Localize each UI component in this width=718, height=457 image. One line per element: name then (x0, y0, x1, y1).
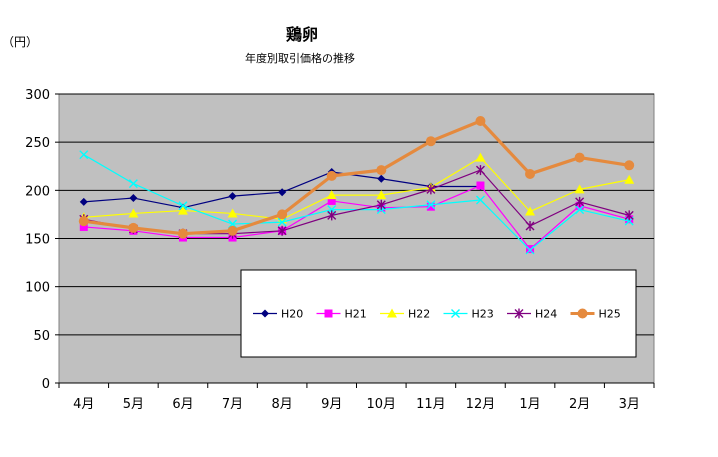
data-point-H20 (129, 194, 138, 203)
data-point-H22 (475, 152, 486, 162)
data-point-H25 (326, 170, 337, 181)
x-tick-label: 10月 (367, 397, 397, 412)
legend-label: H20 (281, 308, 303, 321)
x-axis-ticks: 4月 5月 6月 7月 8月 9月 10月 11月 12月 1月 2月 3月 (58, 382, 655, 412)
x-tick-label: 3月 (619, 397, 640, 412)
data-point-H23 (426, 200, 436, 210)
data-point-H24 (475, 165, 485, 176)
legend-marker-H23 (451, 309, 460, 318)
y-tick-label: 0 (42, 377, 50, 392)
data-point-H25 (525, 168, 536, 179)
data-point-H24 (277, 225, 287, 236)
data-point-H22 (624, 174, 635, 184)
legend-item-H21: H21 (316, 308, 367, 321)
chart-subtitle: 年度別取引価格の推移 (245, 51, 355, 65)
data-point-H23 (475, 195, 485, 205)
series-H22 (78, 152, 635, 224)
data-point-H25 (624, 160, 635, 171)
x-tick-label: 1月 (519, 397, 540, 412)
data-point-H21 (79, 222, 88, 231)
legend-label: H22 (408, 308, 430, 321)
data-point-H25 (376, 165, 387, 176)
data-point-H20 (278, 188, 287, 197)
data-point-H23 (575, 205, 585, 215)
y-tick-label: 300 (25, 88, 50, 103)
y-axis-ticks: 0 50 100 150 200 250 300 (25, 88, 59, 392)
y-tick-label: 50 (33, 329, 50, 344)
legend-box (240, 269, 637, 358)
data-point-H22 (128, 208, 139, 218)
legend-item-H25: H25 (570, 308, 621, 321)
x-tick-label: 6月 (172, 397, 193, 412)
data-point-H22 (574, 184, 585, 194)
series-group (78, 115, 635, 255)
data-point-H22 (326, 190, 337, 200)
legend-marker-H25 (577, 308, 588, 319)
data-point-H21 (426, 202, 435, 211)
data-point-H21 (476, 181, 485, 190)
y-tick-label: 100 (25, 281, 50, 296)
y-tick-label: 250 (25, 136, 50, 151)
data-point-H25 (128, 222, 139, 233)
data-point-H22 (227, 208, 238, 218)
data-point-H25 (277, 209, 288, 220)
x-tick-label: 4月 (73, 397, 94, 412)
legend-marker-H22 (387, 308, 397, 318)
x-tick-label: 2月 (569, 397, 590, 412)
data-point-H24 (525, 220, 535, 231)
x-tick-label: 7月 (222, 397, 243, 412)
series-line-H22 (83, 156, 630, 220)
data-point-H23 (178, 201, 188, 211)
y-tick-label: 200 (25, 184, 50, 199)
legend-item-H22: H22 (380, 308, 430, 321)
legend-item-H20: H20 (253, 308, 303, 321)
data-point-H24 (426, 184, 436, 195)
data-point-H24 (376, 199, 386, 210)
data-point-H23 (277, 217, 287, 227)
data-point-H25 (475, 115, 486, 126)
legend-marker-H21 (324, 309, 333, 318)
y-tick-label: 150 (25, 233, 50, 248)
x-tick-label: 9月 (321, 397, 342, 412)
data-point-H25 (177, 228, 188, 239)
chart-title: 鶏卵 (286, 25, 318, 44)
legend-label: H25 (599, 308, 621, 321)
data-point-H25 (78, 216, 89, 227)
data-point-H20 (228, 192, 237, 201)
data-point-H22 (376, 190, 387, 200)
x-tick-label: 8月 (271, 397, 292, 412)
data-point-H24 (624, 210, 634, 221)
data-point-H22 (177, 205, 188, 215)
legend-marker-H20 (261, 309, 269, 318)
data-point-H23 (79, 150, 89, 160)
series-line-H25 (83, 119, 630, 236)
data-point-H20 (79, 197, 88, 206)
legend-marker-H24 (514, 308, 524, 319)
legend: H20 H21 H22 H23 H24 H25 (240, 269, 637, 358)
x-tick-label: 12月 (466, 397, 496, 412)
legend-label: H24 (535, 308, 557, 321)
data-point-H22 (525, 206, 536, 216)
series-line-H21 (83, 184, 630, 250)
x-tick-label: 5月 (123, 397, 144, 412)
y-unit-label: （円） (2, 35, 38, 49)
legend-label: H23 (472, 308, 494, 321)
data-point-H25 (574, 152, 585, 163)
data-point-H21 (327, 196, 336, 205)
data-point-H20 (377, 174, 386, 183)
data-point-H23 (525, 245, 535, 255)
legend-item-H24: H24 (507, 308, 557, 321)
series-H25 (78, 115, 635, 239)
legend-label: H21 (345, 308, 367, 321)
legend-item-H23: H23 (443, 308, 494, 321)
data-point-H24 (575, 196, 585, 207)
x-tick-label: 11月 (416, 397, 446, 412)
data-point-H25 (425, 136, 436, 147)
data-point-H25 (227, 225, 238, 236)
data-point-H23 (128, 179, 138, 189)
data-point-H24 (327, 210, 337, 221)
